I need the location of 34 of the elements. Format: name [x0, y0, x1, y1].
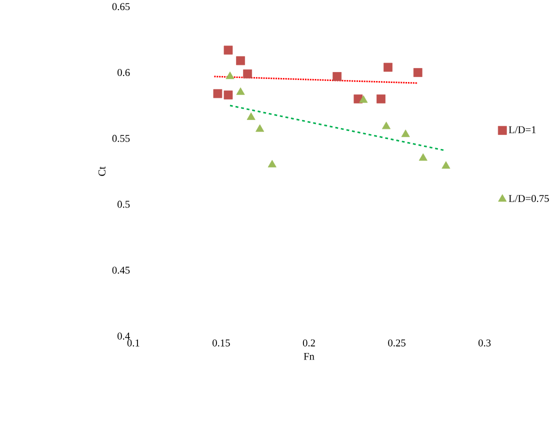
point — [332, 72, 342, 82]
y-tick-label: 0.5 — [118, 200, 130, 208]
point — [382, 122, 391, 130]
point — [376, 94, 386, 104]
y-tick-label: 0.6 — [118, 69, 130, 76]
point — [384, 63, 392, 72]
legend-label: L/D=0.75 — [508, 195, 549, 202]
y-axis-title: Ct — [98, 166, 106, 176]
x-tick-label: 0.15 — [212, 340, 230, 347]
point — [226, 72, 234, 80]
point — [268, 160, 276, 168]
point — [243, 70, 252, 78]
legend-label: L/D=1 — [508, 126, 536, 134]
point — [236, 56, 245, 66]
y-tick-label: 0.45 — [112, 266, 130, 274]
point — [213, 89, 222, 98]
x-axis-title: Fn — [304, 353, 314, 360]
y-tick-label: 0.4 — [118, 332, 130, 340]
point — [224, 90, 233, 100]
point — [418, 153, 428, 161]
x-tick-label: 0.1 — [127, 340, 140, 347]
point — [236, 88, 245, 96]
x-tick-label: 0.3 — [478, 340, 491, 347]
point — [401, 130, 410, 138]
point — [442, 161, 450, 169]
point — [246, 112, 256, 120]
point — [224, 46, 233, 55]
x-tick-label: 0.25 — [388, 340, 406, 347]
point — [413, 68, 422, 78]
x-tick-label: 0.2 — [302, 340, 315, 347]
point — [359, 95, 368, 103]
y-tick-label: 0.55 — [112, 135, 130, 142]
y-tick-label: 0.65 — [112, 3, 130, 10]
point — [256, 124, 264, 132]
